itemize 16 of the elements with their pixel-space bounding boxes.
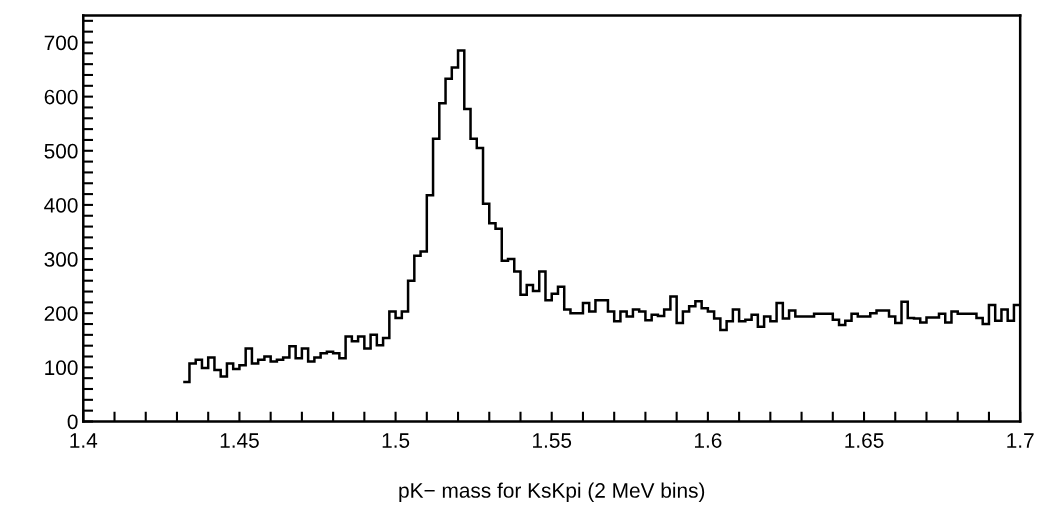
y-tick-label: 700 xyxy=(44,35,78,51)
y-tick-label: 0 xyxy=(67,414,78,430)
y-tick-label: 400 xyxy=(44,197,78,213)
x-tick-label: 1.45 xyxy=(220,433,259,448)
y-tick-label: 100 xyxy=(45,360,78,376)
x-tick-label: 1.6 xyxy=(694,433,722,448)
x-axis-title: pK− mass for KsKpi (2 MeV bins) xyxy=(399,482,705,502)
y-tick-label: 600 xyxy=(44,89,78,105)
x-tick-label: 1.65 xyxy=(845,433,884,448)
x-tick-label: 1.55 xyxy=(533,433,572,448)
x-tick-label: 1.5 xyxy=(382,433,410,448)
x-tick-label: 1.7 xyxy=(1007,433,1034,448)
y-tick-label: 500 xyxy=(44,143,78,159)
y-tick-label: 200 xyxy=(44,306,78,321)
y-tick-label: 300 xyxy=(44,252,78,267)
x-tick-label: 1.4 xyxy=(70,433,98,448)
